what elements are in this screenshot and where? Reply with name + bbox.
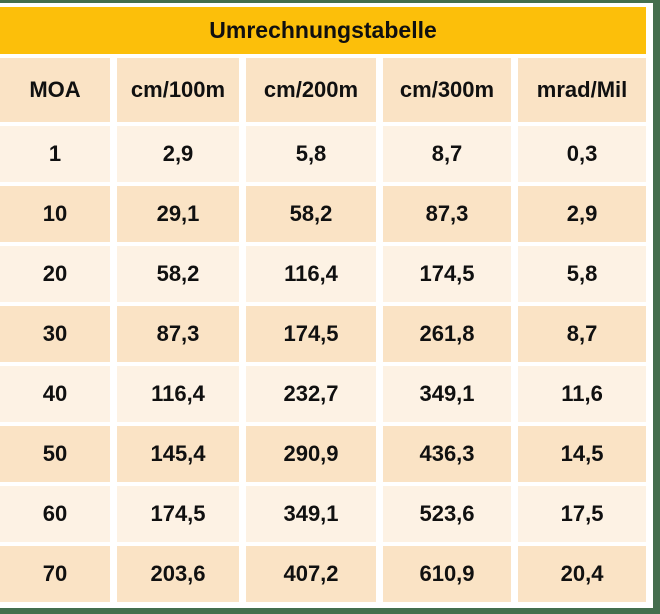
conversion-value-cell: 8,7 <box>383 126 511 182</box>
conversion-value-cell: 17,5 <box>518 486 647 542</box>
conversion-value-cell: 5,8 <box>246 126 376 182</box>
conversion-value-cell: 5,8 <box>518 246 647 302</box>
table-row: 50 145,4 290,9 436,3 14,5 <box>0 426 647 482</box>
conversion-value-cell: 174,5 <box>383 246 511 302</box>
table-row: 70 203,6 407,2 610,9 20,4 <box>0 546 647 602</box>
moa-value-cell: 40 <box>0 366 110 422</box>
table-body: 1 2,9 5,8 8,7 0,3 10 29,1 58,2 87,3 2,9 20 58,2 116,… <box>0 126 647 602</box>
moa-value-cell: 20 <box>0 246 110 302</box>
conversion-value-cell: 29,1 <box>117 186 239 242</box>
conversion-value-cell: 610,9 <box>383 546 511 602</box>
conversion-value-cell: 0,3 <box>518 126 647 182</box>
table-row: 20 58,2 116,4 174,5 5,8 <box>0 246 647 302</box>
table-header-row: MOA cm/100m cm/200m cm/300m mrad/Mil <box>0 58 647 122</box>
table-title: Umrechnungstabelle <box>0 7 647 54</box>
conversion-value-cell: 174,5 <box>117 486 239 542</box>
moa-value-cell: 30 <box>0 306 110 362</box>
moa-value-cell: 10 <box>0 186 110 242</box>
conversion-value-cell: 290,9 <box>246 426 376 482</box>
conversion-value-cell: 58,2 <box>246 186 376 242</box>
conversion-value-cell: 436,3 <box>383 426 511 482</box>
conversion-value-cell: 2,9 <box>518 186 647 242</box>
conversion-value-cell: 261,8 <box>383 306 511 362</box>
conversion-value-cell: 14,5 <box>518 426 647 482</box>
table-row: 1 2,9 5,8 8,7 0,3 <box>0 126 647 182</box>
conversion-value-cell: 523,6 <box>383 486 511 542</box>
conversion-value-cell: 407,2 <box>246 546 376 602</box>
moa-value-cell: 70 <box>0 546 110 602</box>
conversion-value-cell: 116,4 <box>246 246 376 302</box>
conversion-value-cell: 87,3 <box>117 306 239 362</box>
table-title-row: Umrechnungstabelle <box>0 7 647 54</box>
conversion-value-cell: 116,4 <box>117 366 239 422</box>
conversion-value-cell: 20,4 <box>518 546 647 602</box>
column-header-cm200m: cm/200m <box>246 58 376 122</box>
conversion-value-cell: 11,6 <box>518 366 647 422</box>
moa-value-cell: 60 <box>0 486 110 542</box>
conversion-value-cell: 232,7 <box>246 366 376 422</box>
conversion-value-cell: 145,4 <box>117 426 239 482</box>
column-header-cm100m: cm/100m <box>117 58 239 122</box>
table-row: 30 87,3 174,5 261,8 8,7 <box>0 306 647 362</box>
conversion-table: Umrechnungstabelle MOA cm/100m cm/200m c… <box>0 3 653 606</box>
table-row: 10 29,1 58,2 87,3 2,9 <box>0 186 647 242</box>
table-row: 60 174,5 349,1 523,6 17,5 <box>0 486 647 542</box>
column-header-moa: MOA <box>0 58 110 122</box>
moa-value-cell: 50 <box>0 426 110 482</box>
conversion-value-cell: 349,1 <box>246 486 376 542</box>
table-row: 40 116,4 232,7 349,1 11,6 <box>0 366 647 422</box>
column-header-cm300m: cm/300m <box>383 58 511 122</box>
conversion-value-cell: 8,7 <box>518 306 647 362</box>
moa-value-cell: 1 <box>0 126 110 182</box>
conversion-value-cell: 349,1 <box>383 366 511 422</box>
column-header-mrad-mil: mrad/Mil <box>518 58 647 122</box>
conversion-value-cell: 87,3 <box>383 186 511 242</box>
conversion-value-cell: 58,2 <box>117 246 239 302</box>
conversion-value-cell: 2,9 <box>117 126 239 182</box>
conversion-value-cell: 174,5 <box>246 306 376 362</box>
conversion-value-cell: 203,6 <box>117 546 239 602</box>
